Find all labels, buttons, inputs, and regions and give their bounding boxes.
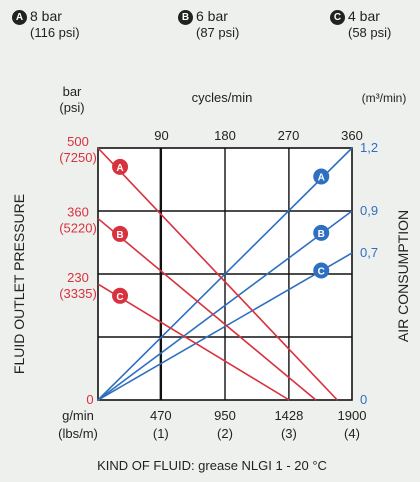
air-b-badge — [313, 224, 330, 241]
tick-label-left: 500 — [67, 134, 89, 149]
axis-unit-left-sub: (psi) — [59, 100, 84, 115]
pressure-a-badge — [112, 158, 129, 175]
legend-a-bar: 8 bar — [30, 8, 62, 24]
tick-sublabel-bottom: (3) — [281, 426, 297, 441]
tick-label-top: 180 — [214, 128, 236, 143]
tick-label-bottom: 470 — [150, 408, 172, 423]
tick-label-top: 270 — [278, 128, 300, 143]
tick-label-left: 0 — [86, 392, 93, 407]
tick-sublabel-bottom: (1) — [153, 426, 169, 441]
footnote: KIND OF FLUID: grease NLGI 1 - 20 °C — [97, 458, 327, 473]
legend-b-badge: B — [178, 10, 193, 25]
axis-unit-right: (m³/min) — [362, 91, 407, 105]
pressure-b-badge-letter: B — [116, 230, 123, 241]
pressure-c-badge — [112, 287, 129, 304]
air-a-badge-letter: A — [318, 173, 325, 184]
air-c-badge-letter: C — [318, 266, 325, 277]
tick-label-right: 0,7 — [360, 245, 378, 260]
tick-sublabel-left: (7250) — [59, 150, 97, 165]
axis-unit-bottom: g/min — [62, 408, 94, 423]
tick-sublabel-left: (5220) — [59, 221, 97, 236]
air-line-a — [97, 147, 353, 401]
legend-c-bar: 4 bar — [348, 8, 380, 24]
legend-c-badge: C — [330, 10, 345, 25]
axis-title-left: FLUID OUTLET PRESSURE — [11, 194, 27, 374]
tick-label-right: 1,2 — [360, 140, 378, 155]
air-b-badge-letter: B — [318, 229, 325, 240]
pressure-line-a — [97, 147, 338, 401]
tick-sublabel-bottom: (4) — [344, 426, 360, 441]
air-a-badge — [313, 168, 330, 185]
tick-sublabel-bottom: (2) — [217, 426, 233, 441]
pressure-b-badge — [112, 225, 129, 242]
axis-title-right: AIR CONSUMPTION — [395, 210, 411, 342]
axis-unit-left: bar — [63, 84, 82, 99]
legend-c-psi: (58 psi) — [348, 25, 392, 40]
tick-label-left: 360 — [67, 205, 89, 220]
axis-unit-bottom-sub: (lbs/m) — [58, 426, 98, 441]
tick-label-bottom: 950 — [214, 408, 236, 423]
legend-a-badge: A — [12, 10, 27, 25]
tick-label-bottom: 1428 — [274, 408, 303, 423]
legend-b-bar: 6 bar — [196, 8, 228, 24]
tick-label-left: 230 — [67, 270, 89, 285]
tick-label-right: 0 — [360, 392, 367, 407]
pressure-line-b — [97, 217, 317, 401]
air-c-badge — [313, 262, 330, 279]
air-line-b — [97, 210, 353, 401]
pressure-a-badge-letter: A — [116, 163, 123, 174]
tick-label-bottom: 1900 — [338, 408, 367, 423]
legend-a-psi: (116 psi) — [30, 25, 80, 40]
tick-label-top: 90 — [154, 128, 168, 143]
pressure-c-badge-letter: C — [116, 292, 123, 303]
tick-label-right: 0,9 — [360, 203, 378, 218]
axis-unit-top: cycles/min — [192, 90, 253, 105]
tick-sublabel-left: (3335) — [59, 286, 97, 301]
air-line-c — [97, 252, 353, 401]
tick-label-top: 360 — [341, 128, 363, 143]
legend-b-psi: (87 psi) — [196, 25, 240, 40]
pressure-line-c — [97, 283, 290, 401]
